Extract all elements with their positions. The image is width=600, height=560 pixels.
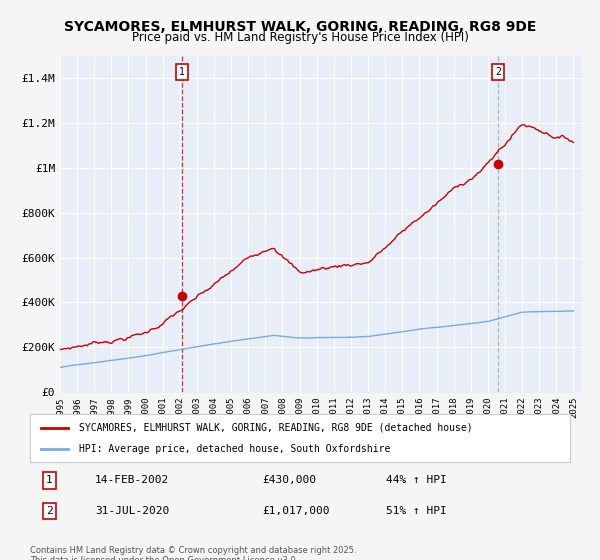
Text: SYCAMORES, ELMHURST WALK, GORING, READING, RG8 9DE (detached house): SYCAMORES, ELMHURST WALK, GORING, READIN… — [79, 423, 472, 433]
Text: 14-FEB-2002: 14-FEB-2002 — [95, 475, 169, 485]
Text: 1: 1 — [179, 67, 185, 77]
Text: £1,017,000: £1,017,000 — [262, 506, 330, 516]
Text: Contains HM Land Registry data © Crown copyright and database right 2025.
This d: Contains HM Land Registry data © Crown c… — [30, 546, 356, 560]
Text: Price paid vs. HM Land Registry's House Price Index (HPI): Price paid vs. HM Land Registry's House … — [131, 31, 469, 44]
Text: 2: 2 — [46, 506, 53, 516]
Text: 2: 2 — [495, 67, 501, 77]
Text: 51% ↑ HPI: 51% ↑ HPI — [386, 506, 447, 516]
Text: 44% ↑ HPI: 44% ↑ HPI — [386, 475, 447, 485]
Text: 31-JUL-2020: 31-JUL-2020 — [95, 506, 169, 516]
Text: HPI: Average price, detached house, South Oxfordshire: HPI: Average price, detached house, Sout… — [79, 444, 390, 454]
Text: 1: 1 — [46, 475, 53, 485]
Text: SYCAMORES, ELMHURST WALK, GORING, READING, RG8 9DE: SYCAMORES, ELMHURST WALK, GORING, READIN… — [64, 20, 536, 34]
Text: £430,000: £430,000 — [262, 475, 316, 485]
